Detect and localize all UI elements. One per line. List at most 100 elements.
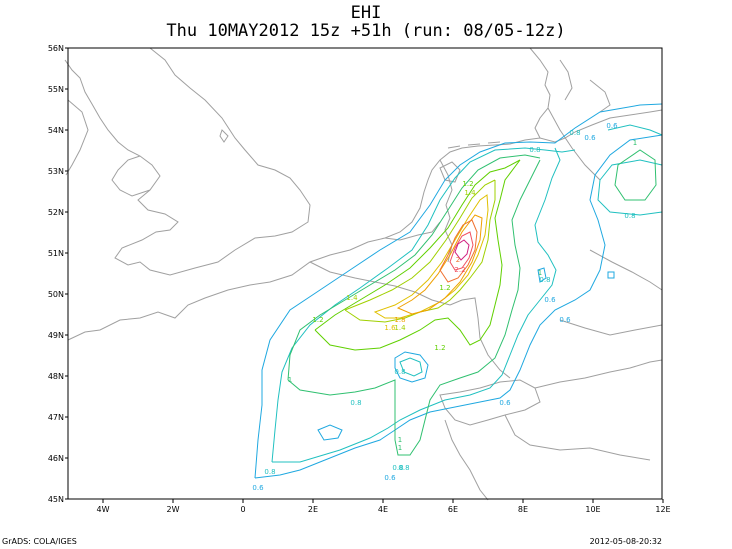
contour-line: [396, 214, 483, 315]
lon-label: 0: [240, 505, 245, 514]
contour-label: 0.6: [584, 134, 596, 142]
denmark-coast: [529, 47, 611, 139]
contour-label: 0.8: [624, 212, 635, 220]
contour-line: [399, 357, 423, 377]
contour-line: [272, 147, 561, 463]
latitude-labels: 56N 55N 54N 53N 52N 51N 50N 49N 48N 47N 46N 45N: [48, 44, 68, 504]
lat-label: 46N: [48, 454, 64, 463]
austria-border: [559, 319, 663, 336]
contour-line: [254, 103, 663, 479]
contour-label: 0.6: [559, 316, 571, 324]
italy-border: [444, 419, 489, 501]
contour-line: [344, 180, 496, 323]
belgium-netherlands-border: [384, 221, 441, 241]
lon-label: 4W: [97, 505, 110, 514]
longitude-labels: 4W 2W 0 2E 4E 6E 8E 10E 12E: [97, 499, 671, 514]
map-title: EHI: [350, 3, 382, 23]
contour-label: 1.8: [394, 316, 405, 324]
lat-label: 54N: [48, 126, 64, 135]
contour-label: 0.6: [384, 474, 396, 482]
wales-coast: [111, 155, 151, 197]
contour-line: [394, 351, 429, 383]
lat-label: 51N: [48, 249, 64, 258]
coastlines: [64, 47, 663, 501]
contour-line: [614, 149, 657, 201]
contour-line: [439, 219, 478, 283]
map-subtitle: Thu 10MAY2012 15z +51h (run: 08/05-12z): [166, 21, 566, 41]
switzerland-border: [439, 379, 541, 426]
contour-line: [607, 271, 615, 279]
contour-label: 2.2: [454, 266, 465, 274]
contour-label: 1.4: [394, 324, 406, 332]
contour-label: 0.6: [606, 122, 618, 130]
ehi-contours: [254, 103, 663, 479]
contour-label: 1: [538, 269, 542, 277]
contour-label: 0.8: [392, 464, 403, 472]
contour-label: 1.2: [439, 284, 450, 292]
contour-label: 1.6: [384, 324, 396, 332]
contour-label: 0.6: [544, 296, 556, 304]
map-frame: [67, 47, 663, 500]
france-belgium-border: [309, 261, 451, 306]
contour-line: [314, 159, 521, 351]
contour-line: [454, 239, 470, 261]
lat-label: 49N: [48, 331, 64, 340]
contour-label: 0.6: [252, 484, 264, 492]
alps-border: [534, 359, 663, 389]
contour-label: 2: [456, 256, 460, 264]
contour-label: 1: [633, 139, 637, 147]
contour-label: 0.8: [398, 464, 409, 472]
lon-label: 2E: [308, 505, 318, 514]
lon-label: 6E: [448, 505, 458, 514]
contour-line: [537, 267, 547, 283]
contour-label: 0.8: [264, 468, 275, 476]
contour-line: [271, 147, 576, 463]
contour-line: [314, 159, 521, 331]
contour-label: 1: [398, 436, 402, 444]
lon-label: 8E: [518, 505, 528, 514]
contour-label: 0.8: [569, 129, 580, 137]
netherlands-germany-border: [439, 159, 453, 263]
island: [219, 129, 229, 143]
contour-line: [287, 159, 541, 456]
contour-label: 1.4: [464, 189, 476, 197]
lat-label: 53N: [48, 167, 64, 176]
contour-line: [317, 424, 343, 441]
contour-label: 1: [288, 376, 292, 384]
contour-label: 0.8: [394, 368, 405, 376]
contour-line: [597, 124, 663, 216]
lat-label: 52N: [48, 208, 64, 217]
contour-labels: 0.60.811.21.41.61.822.20.60.811.20.80.60…: [252, 122, 637, 492]
italy-coast: [504, 414, 651, 461]
ireland-coast: [65, 99, 89, 176]
frisian-islands: [447, 141, 501, 149]
czech-border: [547, 107, 663, 291]
contour-label: 0.6: [499, 399, 511, 407]
grads-credit: GrADS: COLA/IGES: [2, 537, 77, 546]
contour-line: [254, 134, 663, 479]
contour-line: [344, 179, 496, 311]
contour-label: 1: [398, 444, 402, 452]
contour-label: 1.2: [434, 344, 445, 352]
lat-label: 55N: [48, 85, 64, 94]
contour-line: [287, 154, 541, 381]
lat-label: 56N: [48, 44, 64, 53]
baltic-coast: [574, 109, 663, 133]
contour-label: 1.2: [462, 180, 473, 188]
lat-label: 45N: [48, 495, 64, 504]
lon-label: 12E: [655, 505, 670, 514]
contour-label: 1.4: [346, 294, 358, 302]
continent-coast: [67, 131, 576, 341]
contour-label: 0.8: [350, 399, 361, 407]
contour-line: [449, 231, 474, 271]
great-britain-coast: [64, 47, 311, 276]
lon-label: 2W: [167, 505, 180, 514]
contour-label: 0.8: [539, 276, 550, 284]
lon-label: 10E: [585, 505, 600, 514]
contour-label: 1.2: [312, 316, 323, 324]
lat-label: 48N: [48, 372, 64, 381]
render-timestamp: 2012-05-08-20:32: [589, 537, 662, 546]
lat-label: 50N: [48, 290, 64, 299]
contour-label: 0.8: [529, 146, 540, 154]
